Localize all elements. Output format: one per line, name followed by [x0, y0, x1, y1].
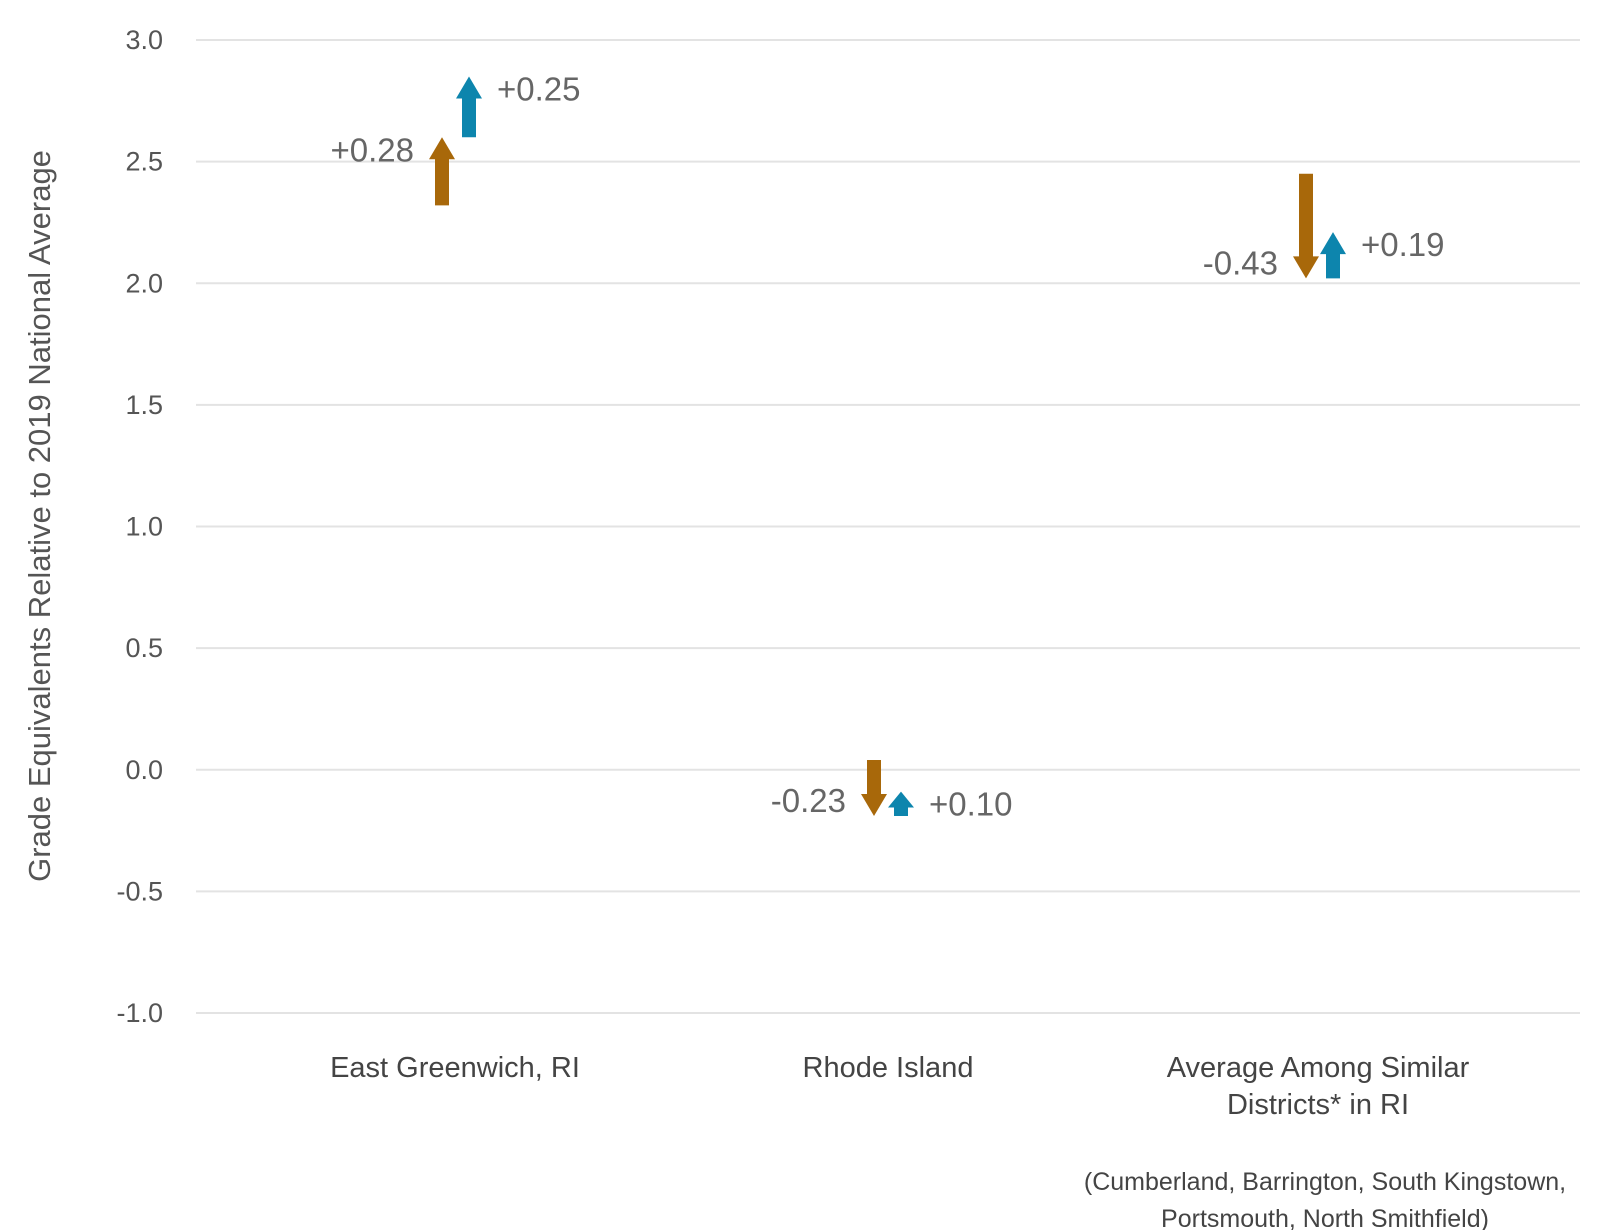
- arrow-mark: [456, 76, 482, 138]
- y-tick-label: 0.0: [125, 755, 163, 785]
- x-category-label: Rhode Island: [803, 1052, 974, 1084]
- y-axis-ticks: 3.0 2.5 2.0 1.5 1.0 0.5 0.0 -0.5 -1.0: [116, 25, 163, 1028]
- data-label: -0.43: [1203, 244, 1278, 281]
- data-labels: +0.28 -0.23 -0.43 +0.25 +0.10 +0.19: [331, 70, 1445, 822]
- y-tick-label: 3.0: [125, 25, 163, 55]
- y-tick-label: 2.0: [125, 268, 163, 298]
- arrow-mark: [1293, 173, 1319, 279]
- y-tick-label: 1.5: [125, 390, 163, 420]
- arrow-marks: [429, 76, 1346, 816]
- arrow-mark: [861, 760, 887, 816]
- x-category-label: Average Among Similar: [1167, 1052, 1470, 1084]
- arrow-mark: [1320, 232, 1346, 279]
- footnote-line: Portsmouth, North Smithfield): [1161, 1205, 1489, 1230]
- footnote-line: (Cumberland, Barrington, South Kingstown…: [1084, 1168, 1566, 1196]
- data-label: +0.19: [1361, 226, 1445, 263]
- y-tick-label: 1.0: [125, 512, 163, 542]
- data-label: +0.28: [331, 131, 415, 168]
- x-category-label: Districts* in RI: [1227, 1089, 1409, 1121]
- y-tick-label: 2.5: [125, 147, 163, 177]
- data-label: +0.25: [497, 70, 581, 107]
- y-tick-label: -1.0: [116, 998, 163, 1028]
- x-axis-categories: East Greenwich, RI Rhode Island Average Am…: [330, 1052, 1470, 1121]
- footnote: (Cumberland, Barrington, South Kingstown…: [1084, 1168, 1566, 1230]
- y-tick-label: -0.5: [116, 876, 163, 906]
- gridlines: [196, 39, 1580, 1014]
- x-category-label: East Greenwich, RI: [330, 1052, 580, 1084]
- arrow-mark: [888, 791, 914, 816]
- data-label: -0.23: [771, 782, 846, 819]
- data-label: +0.10: [929, 786, 1013, 823]
- arrow-mark: [429, 137, 455, 206]
- y-tick-label: 0.5: [125, 633, 163, 663]
- y-axis-title: Grade Equivalents Relative to 2019 Natio…: [22, 150, 57, 882]
